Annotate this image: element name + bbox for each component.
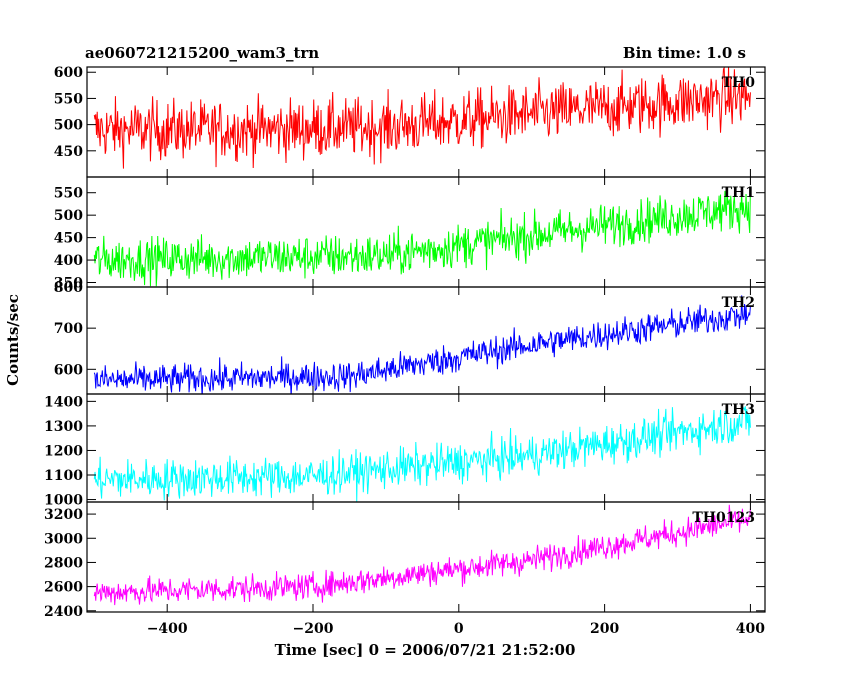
x-tick-label: 0 [454, 621, 464, 637]
chart-title: ae060721215200_wam3_trn [85, 44, 320, 62]
x-tick-label: −200 [293, 621, 334, 637]
y-tick-label-th3: 1300 [44, 419, 83, 435]
panel-frame-th0123 [86, 501, 766, 613]
bin-time-label: Bin time: 1.0 s [622, 44, 746, 62]
series-line-th0 [93, 67, 751, 169]
x-tick-label: −400 [147, 621, 188, 637]
x-axis-title: Time [sec] 0 = 2006/07/21 21:52:00 [275, 641, 576, 659]
y-tick-label-th1: 400 [54, 253, 83, 269]
series-line-th3 [93, 406, 751, 502]
y-axis-title: Counts/sec [4, 294, 22, 386]
y-tick-label-th1: 500 [54, 208, 83, 224]
series-line-th0123 [93, 504, 751, 606]
y-tick-label-th0: 600 [54, 65, 83, 81]
y-tick-label-th2: 800 [54, 280, 83, 296]
y-tick-label-th0123: 3200 [44, 507, 83, 523]
y-tick-label-th0123: 3000 [44, 531, 83, 547]
y-tick-label-th3: 1100 [44, 468, 83, 484]
y-tick-label-th2: 600 [54, 362, 83, 378]
y-tick-label-th2: 700 [54, 321, 83, 337]
y-tick-label-th3: 1200 [44, 443, 83, 459]
y-tick-label-th0123: 2600 [44, 580, 83, 596]
y-tick-label-th1: 450 [54, 231, 83, 247]
y-tick-label-th0: 550 [54, 91, 83, 107]
y-tick-label-th3: 1000 [44, 493, 83, 509]
x-tick-label: 400 [736, 621, 765, 637]
series-label-th1: TH1 [722, 185, 755, 201]
y-tick-label-th1: 550 [54, 186, 83, 202]
y-tick-label-th0: 450 [54, 144, 83, 160]
series-label-th0: TH0 [722, 75, 756, 91]
series-line-th2 [93, 295, 751, 394]
y-tick-label-th0123: 2800 [44, 555, 83, 571]
y-tick-label-th0: 500 [54, 118, 83, 134]
y-tick-label-th3: 1400 [44, 394, 83, 410]
series-label-th3: TH3 [722, 402, 755, 418]
series-label-th0123: TH0123 [692, 510, 755, 526]
x-tick-label: 200 [590, 621, 619, 637]
y-tick-label-th1: 350 [54, 276, 83, 292]
y-tick-label-th0123: 2400 [44, 604, 83, 620]
series-line-th1 [93, 187, 751, 287]
series-label-th2: TH2 [722, 295, 755, 311]
